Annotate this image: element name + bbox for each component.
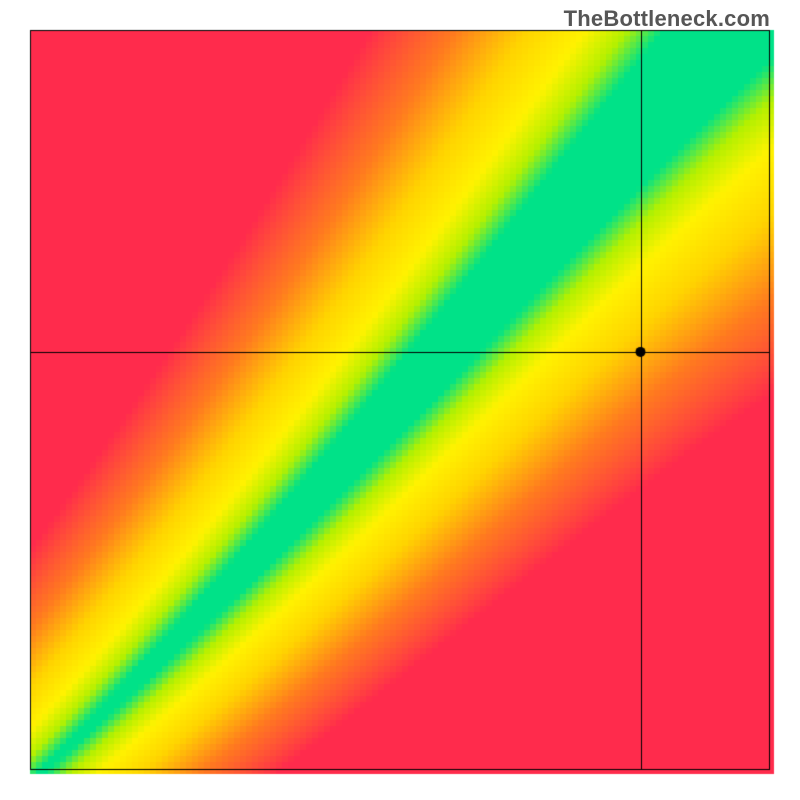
- heatmap-canvas: [0, 0, 800, 800]
- watermark-text: TheBottleneck.com: [564, 6, 770, 32]
- chart-container: TheBottleneck.com: [0, 0, 800, 800]
